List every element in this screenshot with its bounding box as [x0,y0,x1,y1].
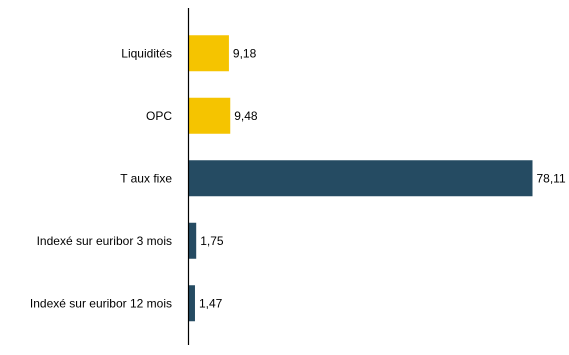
category-labels-group: Liquidités OPC T aux fixe Indexé sur euribo… [30,46,172,310]
category-label-3: Indexé sur euribor 3 mois [37,234,172,248]
value-label-3: 1,75 [200,234,224,248]
category-label-4: Indexé sur euribor 12 mois [30,296,172,310]
value-label-1: 9,48 [234,109,258,123]
category-label-1: OPC [146,109,172,123]
bar-4 [188,285,195,322]
bars-group [188,35,533,322]
value-label-2: 78,11 [537,171,566,185]
value-label-4: 1,47 [199,296,223,310]
value-label-0: 9,18 [233,46,257,60]
bar-3 [188,222,197,259]
value-labels-group: 9,18 9,48 78,11 1,75 1,47 [199,46,566,310]
bar-2 [188,160,533,197]
bar-0 [188,35,229,72]
bar-1 [188,97,231,134]
category-label-0: Liquidités [121,46,172,60]
category-label-2: T aux fixe [120,171,172,185]
